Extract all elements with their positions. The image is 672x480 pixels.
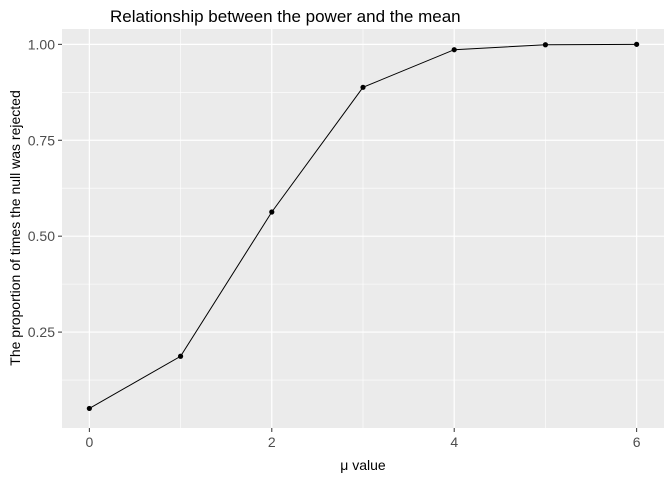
data-point <box>451 47 457 53</box>
ticks-layer: 0 2 4 6 0.25 0.50 0.75 1.00 <box>28 36 641 450</box>
data-point <box>86 405 92 412</box>
x-tick-label: 2 <box>268 434 276 450</box>
y-tick-label: 1.00 <box>28 36 55 52</box>
y-tick-label: 0.75 <box>28 132 55 148</box>
x-tick-label: 0 <box>85 434 93 450</box>
x-tick-label: 4 <box>450 434 458 450</box>
x-axis-label: μ value <box>340 457 386 473</box>
y-tick-label: 0.50 <box>28 228 55 244</box>
data-point <box>542 42 549 48</box>
x-tick-label: 6 <box>633 434 641 450</box>
chart-title: Relationship between the power and the m… <box>110 7 461 26</box>
data-point <box>360 84 366 90</box>
gridlines <box>62 29 664 428</box>
data-point <box>634 41 640 47</box>
data-point <box>177 353 184 359</box>
y-axis-label: The proportion of times the null was rej… <box>7 90 23 365</box>
data-point <box>269 209 275 215</box>
series-layer <box>86 41 640 412</box>
y-tick-label: 0.25 <box>28 324 55 340</box>
